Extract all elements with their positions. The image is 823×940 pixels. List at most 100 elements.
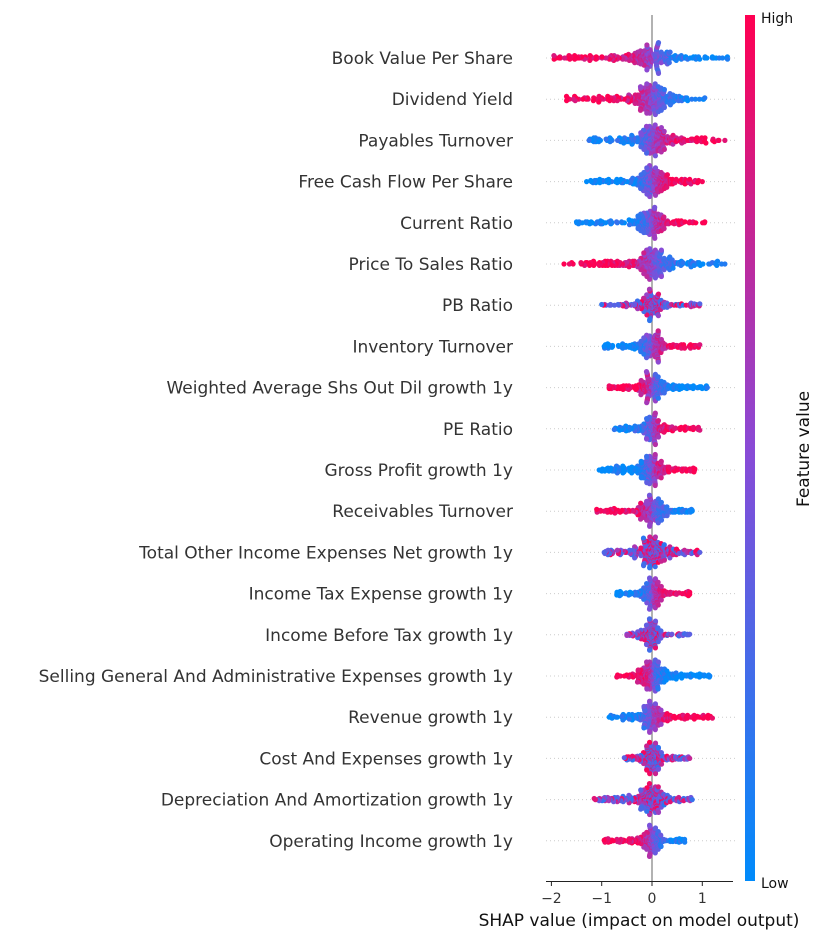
shap-point — [644, 150, 650, 156]
shap-point — [644, 767, 650, 773]
feature-label: Inventory Turnover — [352, 337, 513, 357]
shap-point — [687, 631, 693, 637]
shap-point — [692, 466, 698, 472]
shap-point — [564, 98, 570, 104]
shap-point — [696, 96, 703, 102]
shap-point — [652, 701, 659, 707]
shap-point — [644, 743, 650, 749]
shap-point — [641, 725, 647, 731]
shap-point — [658, 247, 665, 253]
shap-point — [647, 317, 653, 324]
shap-point — [702, 219, 708, 225]
shap-point — [638, 392, 644, 398]
shap-point — [652, 740, 659, 746]
shap-point — [655, 784, 661, 790]
shap-point — [704, 55, 710, 61]
shap-point — [658, 125, 665, 131]
shap-point — [669, 257, 675, 263]
shap-point — [626, 217, 632, 223]
shap-point — [652, 441, 659, 448]
shap-point — [680, 260, 686, 266]
shap-point — [658, 475, 664, 481]
shap-point — [652, 727, 658, 733]
shap-point — [685, 98, 691, 104]
shap-point — [655, 809, 662, 816]
shap-point — [638, 377, 644, 384]
shap-point — [588, 177, 594, 184]
shap-point — [604, 96, 611, 102]
shap-point — [646, 616, 653, 622]
feature-label: Weighted Average Shs Out Dil growth 1y — [166, 379, 513, 399]
shap-point — [646, 606, 653, 612]
shap-point — [634, 679, 641, 685]
feature-label: Current Ratio — [400, 214, 513, 234]
feature-label: Gross Profit growth 1y — [325, 461, 514, 481]
shap-point — [655, 766, 662, 772]
shap-point — [722, 261, 728, 267]
shap-point — [652, 564, 658, 570]
shap-point — [652, 534, 659, 540]
feature-label: Depreciation And Amortization growth 1y — [161, 791, 513, 811]
shap-point — [704, 385, 710, 391]
shap-point — [573, 219, 580, 225]
shap-point — [643, 641, 650, 648]
shap-point — [652, 204, 658, 210]
shap-point — [584, 179, 590, 185]
shap-point — [611, 426, 617, 433]
shap-point — [687, 589, 693, 595]
shap-point — [661, 86, 668, 93]
shap-point — [655, 328, 661, 334]
shap-point — [643, 123, 650, 129]
shap-point — [643, 369, 650, 375]
shap-point — [655, 434, 662, 440]
shap-point — [658, 583, 664, 590]
shap-point — [580, 96, 586, 102]
shap-point — [658, 707, 664, 713]
shap-point — [707, 673, 713, 679]
shap-point — [578, 260, 584, 266]
feature-label: PB Ratio — [442, 296, 513, 316]
feature-label: Dividend Yield — [392, 90, 513, 110]
shap-point — [635, 667, 641, 673]
shap-point — [702, 95, 708, 101]
shap-point — [714, 258, 721, 264]
shap-point — [641, 563, 647, 569]
shap-point — [599, 301, 605, 308]
shap-point — [652, 122, 658, 128]
shap-point — [644, 400, 650, 406]
shap-point — [641, 703, 647, 710]
shap-point — [644, 312, 650, 318]
feature-label: PE Ratio — [443, 420, 513, 440]
shap-point — [703, 140, 709, 146]
shap-point — [697, 427, 703, 433]
shap-point — [601, 343, 607, 349]
shap-point — [692, 96, 699, 102]
shap-point — [621, 755, 627, 761]
shap-point — [647, 523, 653, 529]
shap-point — [587, 53, 593, 59]
shap-point — [724, 56, 731, 62]
feature-label: Selling General And Administrative Expen… — [39, 667, 513, 687]
shap-point — [601, 549, 607, 556]
shap-point — [658, 499, 665, 505]
shap-point — [652, 410, 658, 416]
shap-point — [652, 645, 659, 651]
shap-point — [647, 565, 653, 571]
shap-point — [596, 467, 602, 473]
shap-point — [635, 213, 641, 219]
shap-point — [603, 136, 609, 142]
shap-point — [661, 542, 667, 548]
feature-label: Payables Turnover — [358, 131, 513, 151]
shap-point — [693, 220, 699, 226]
shap-point — [640, 535, 647, 541]
shap-point — [615, 342, 622, 349]
shap-point — [689, 507, 695, 513]
shap-point — [619, 713, 625, 719]
shap-point — [655, 40, 662, 46]
shap-point — [661, 226, 667, 232]
shap-point — [702, 135, 708, 141]
shap-point — [624, 632, 630, 639]
feature-label: Price To Sales Ratio — [349, 255, 513, 275]
shap-point — [590, 98, 597, 104]
